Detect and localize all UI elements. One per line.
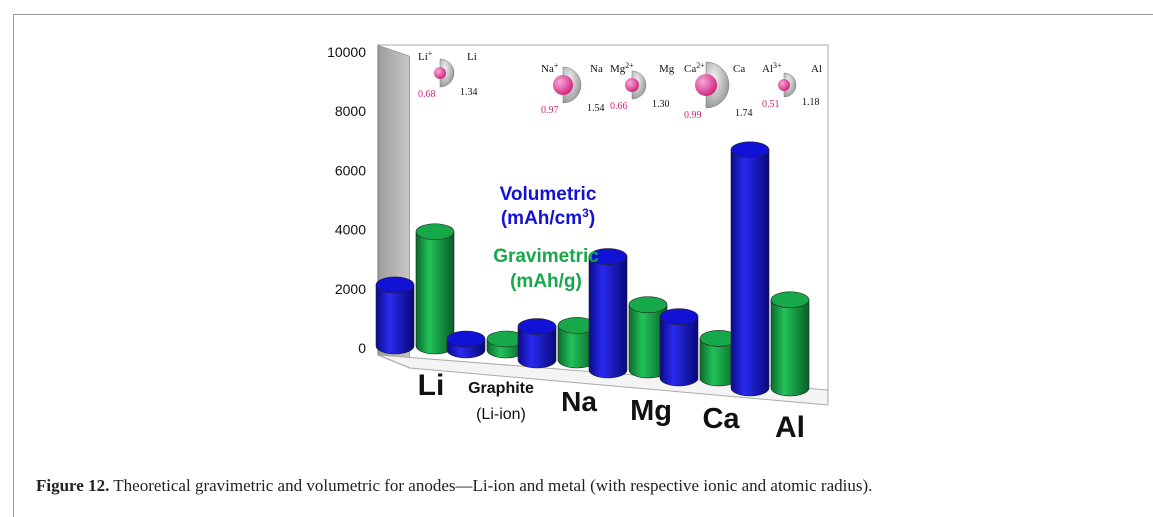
ionic-radius-icon [695,74,717,96]
y-tick-label: 0 [358,340,366,356]
legend-gravimetric-unit: (mAh/g) [510,271,582,292]
atomic-radius-value: 1.18 [802,97,820,108]
y-tick-label: 10000 [327,44,366,60]
figure-label: Figure 12. [36,476,110,495]
bar-body [770,299,810,397]
bar-volumetric-ca [659,308,699,387]
bar-top [517,318,557,335]
atomic-radius-icon [439,58,455,88]
bar-volumetric-mg [588,248,628,379]
ion-symbol: Ca2+ [684,61,705,76]
radius-li: Li+ Li 0.68 1.34 [418,49,478,101]
ionic-radius-value: 0.99 [684,110,702,121]
ion-symbol: Na+ [541,61,559,76]
category-label-graphite: Graphite [468,380,534,397]
ionic-radius-icon [434,67,446,79]
bar-top [730,141,770,159]
ionic-radius-value: 0.97 [541,105,559,116]
figure-caption: Figure 12. Theoretical gravimetric and v… [36,476,1136,496]
category-label-li: Li [418,369,445,402]
category-label-ca: Ca [702,403,740,435]
bar-body [517,326,557,369]
bars-layer [375,141,810,397]
bar-gravimetric-al [770,291,810,397]
anode-capacity-chart: 0 2000 4000 6000 8000 10000 Li Graphite (Li-ion… [327,44,829,444]
bar-body [659,316,699,387]
ion-symbol: Al3+ [762,61,782,76]
bar-volumetric-li [375,276,415,355]
bar-top [415,223,455,241]
chart-back-wall [378,45,828,368]
bar-body [588,256,628,379]
bar-gravimetric-na [557,317,597,369]
figure-caption-text: Theoretical gravimetric and volumetric f… [109,476,873,495]
radius-mg: Mg2+ Mg 0.66 1.30 [610,61,675,113]
radius-ca: Ca2+ Ca 0.99 1.74 [684,61,753,122]
frame-left-rule [13,14,14,517]
ionic-radius-icon [778,79,790,91]
atomic-radius-icon [705,61,730,109]
ionic-radius-icon [553,75,573,95]
legend: Volumetric(mAh/cm3) Gravimetric (mAh/g) [493,184,599,292]
frame-top-rule [13,14,1153,15]
bar-gravimetric-ca [699,330,739,387]
y-tick-label: 6000 [335,162,366,178]
bar-volumetric-graphite [446,330,486,359]
atom-symbol: Li [467,51,477,63]
radius-na: Na+ Na 0.97 1.54 [541,61,605,117]
bar-volumetric-al [730,141,770,397]
atom-symbol: Ca [733,63,745,75]
bar-gravimetric-li [415,223,455,355]
atomic-radius-value: 1.54 [587,103,605,114]
bar-top [375,276,415,294]
bar-body [375,284,415,355]
radius-al: Al3+ Al 0.51 1.18 [762,61,822,111]
atomic-radius-value: 1.34 [460,87,478,98]
bar-top [770,291,810,309]
bar-top [588,248,628,265]
y-axis: 0 2000 4000 6000 8000 10000 [327,44,366,356]
y-tick-label: 4000 [335,222,366,238]
category-label-na: Na [561,386,597,417]
category-labels: Li Graphite (Li-ion) Na Mg Ca Al [418,369,805,444]
bar-top [446,330,486,348]
legend-gravimetric-label: Gravimetric [493,246,599,267]
bar-gravimetric-mg [628,296,668,379]
ionic-radius-value: 0.51 [762,99,780,110]
atomic-radius-value: 1.30 [652,99,670,110]
ionic-radius-value: 0.68 [418,89,436,100]
category-sublabel-graphite: (Li-ion) [476,406,526,423]
bar-top [628,296,668,314]
atom-symbol: Na [590,63,603,75]
ionic-radius-icon [625,78,639,92]
bar-volumetric-na [517,318,557,369]
legend-volumetric-label: Volumetric [500,184,597,205]
atom-symbol: Mg [659,63,675,75]
ion-symbol: Mg2+ [610,61,634,76]
ionic-radius-value: 0.66 [610,101,628,112]
ionic-atomic-radii: Li+ Li 0.68 1.34 Na+ Na 0.97 1.54 Mg2+ Mg 0.66 1.30… [418,49,822,122]
legend-volumetric-unit: (mAh/cm3) [501,206,595,229]
ion-symbol: Li+ [418,49,433,64]
category-label-mg: Mg [630,395,672,427]
bar-body [730,149,770,397]
bar-top [659,308,699,325]
bar-gravimetric-graphite [486,330,526,359]
y-tick-label: 8000 [335,103,366,119]
y-tick-label: 2000 [335,281,366,297]
atom-symbol: Al [811,63,822,75]
atomic-radius-value: 1.74 [735,108,753,119]
category-label-al: Al [775,411,805,444]
